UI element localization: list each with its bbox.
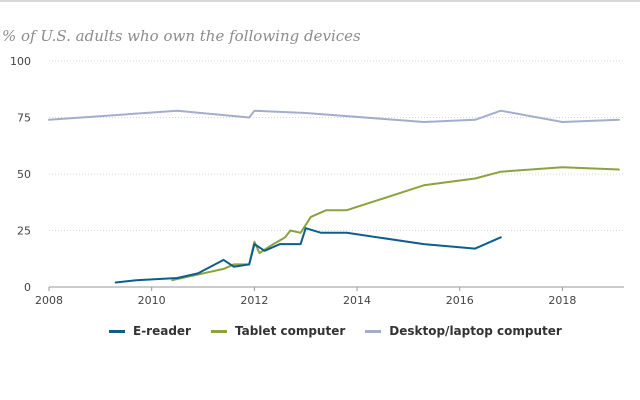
y-tick-label-25: 25 (17, 225, 31, 238)
series-line-desktop-laptop-computer (48, 109, 620, 123)
y-axis-ticks: 0 25 50 75 100 (10, 55, 31, 294)
y-tick-label-50: 50 (17, 168, 31, 181)
legend-item-desktop-laptop: Desktop/laptop computer (365, 324, 562, 338)
legend-swatch-e-reader (109, 329, 125, 333)
legend: E-reader Tablet computer Desktop/laptop … (109, 324, 582, 338)
x-tick-label-2008: 2008 (35, 294, 63, 307)
series-lines (48, 109, 620, 284)
x-tick-label-2010: 2010 (138, 294, 166, 307)
legend-item-tablet: Tablet computer (210, 324, 346, 338)
top-divider (0, 0, 640, 2)
series-line-e-reader (114, 227, 502, 284)
x-tick-label-2012: 2012 (240, 294, 268, 307)
y-tick-label-100: 100 (10, 55, 31, 68)
legend-label-desktop-laptop: Desktop/laptop computer (389, 324, 562, 338)
legend-label-e-reader: E-reader (133, 324, 191, 338)
x-axis: 2008 2010 2012 2014 2016 2018 (35, 286, 624, 307)
legend-label-tablet: Tablet computer (234, 324, 346, 338)
legend-swatch-tablet (210, 329, 227, 333)
x-tick-label-2018: 2018 (548, 294, 576, 307)
legend-swatch-desktop-laptop (365, 329, 382, 333)
x-tick-label-2014: 2014 (343, 294, 371, 307)
grid-lines (49, 60, 624, 231)
x-tick-label-2016: 2016 (446, 294, 474, 307)
y-tick-label-0: 0 (24, 281, 31, 294)
series-line-tablet-computer (171, 166, 620, 282)
legend-item-e-reader: E-reader (109, 324, 191, 338)
chart-subtitle: % of U.S. adults who own the following d… (2, 27, 361, 45)
y-tick-label-75: 75 (17, 112, 31, 125)
